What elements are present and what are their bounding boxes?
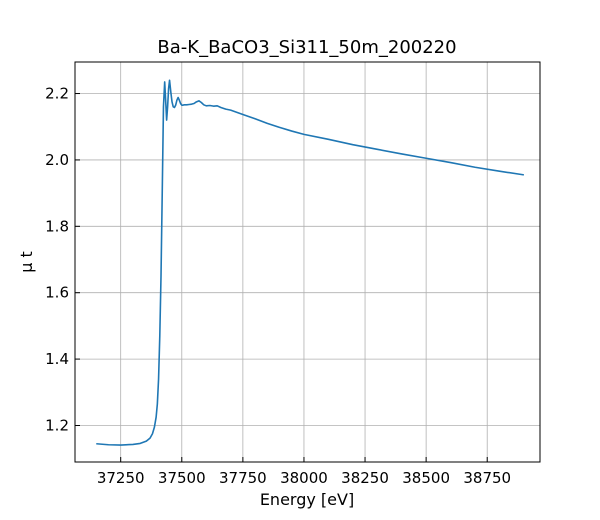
y-axis-label: μ t: [17, 251, 36, 273]
y-axis-ticks: 1.2 1.4 1.6 1.8 2.0 2.2: [45, 85, 80, 434]
y-tick-label: 2.0: [45, 151, 69, 169]
series-layer: [96, 79, 524, 446]
series-line: [96, 79, 524, 446]
y-tick-label: 1.6: [45, 284, 69, 302]
plot-frame: [74, 61, 541, 463]
x-tick-label: 37250: [97, 469, 145, 487]
y-tick-label: 1.4: [45, 350, 69, 368]
y-tick-label: 2.2: [45, 85, 69, 103]
x-tick-label: 37500: [158, 469, 206, 487]
x-tick-label: 38000: [280, 469, 328, 487]
x-tick-label: 38250: [341, 469, 389, 487]
x-tick-label: 38750: [463, 469, 511, 487]
y-tick-label: 1.2: [45, 416, 69, 434]
x-tick-label: 37750: [219, 469, 267, 487]
x-axis-label: Energy [eV]: [260, 490, 354, 509]
chart-title: Ba-K_BaCO3_Si311_50m_200220: [157, 37, 456, 58]
grid-lines: [75, 62, 540, 462]
x-tick-label: 38500: [402, 469, 450, 487]
y-tick-label: 1.8: [45, 217, 69, 235]
x-axis-ticks: 37250 37500 37750 38000 38250 38500 38750: [97, 457, 511, 487]
